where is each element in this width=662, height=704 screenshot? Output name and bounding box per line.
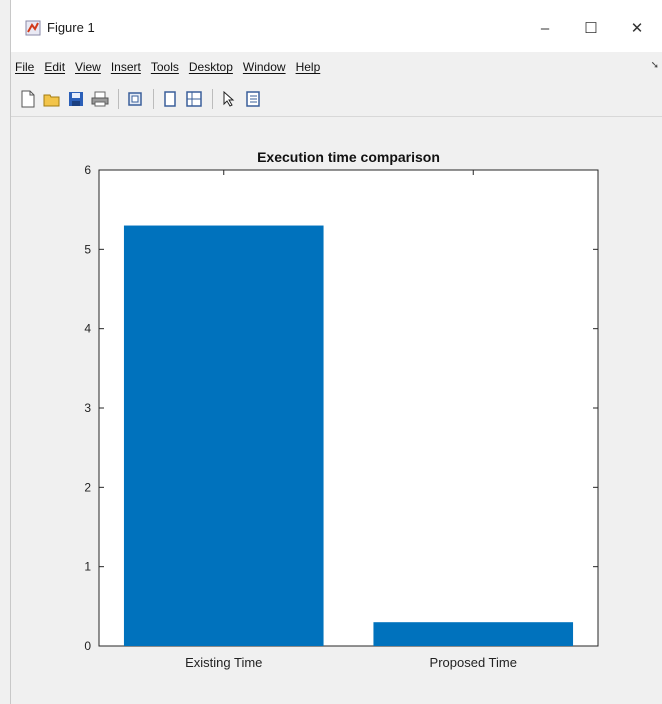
chart-title: Execution time comparison — [257, 149, 440, 165]
menu-view[interactable]: View — [75, 60, 101, 74]
figure-toolbar — [11, 82, 662, 117]
maximize-icon: ☐ — [584, 20, 598, 37]
y-tick-label: 1 — [84, 560, 91, 574]
y-tick-label: 5 — [84, 242, 91, 256]
minimize-icon: – — [540, 19, 550, 37]
property-inspector-icon[interactable] — [242, 88, 264, 110]
y-tick-label: 3 — [84, 401, 91, 415]
toolbar-separator — [153, 89, 154, 109]
y-tick-label: 6 — [84, 163, 91, 177]
y-tick-label: 4 — [84, 322, 91, 336]
hide-plot-tools-icon[interactable] — [159, 88, 181, 110]
link-plot-icon[interactable] — [124, 88, 146, 110]
bar-existing-time[interactable] — [123, 225, 324, 646]
maximize-button[interactable]: ☐ — [569, 14, 613, 42]
x-tick-label: Existing Time — [185, 655, 262, 670]
matlab-figure-icon — [25, 20, 41, 36]
edit-plot-icon[interactable] — [218, 88, 240, 110]
menu-bar: File Edit View Insert Tools Desktop Wind… — [11, 52, 662, 82]
new-figure-icon[interactable] — [17, 88, 39, 110]
y-tick-label: 2 — [84, 480, 91, 494]
close-button[interactable]: ✕ — [615, 14, 659, 42]
menu-desktop[interactable]: Desktop — [188, 60, 233, 74]
menu-file[interactable]: File — [15, 60, 35, 74]
figure-canvas[interactable]: 0 1 2 3 4 5 6 Existing Time Proposed Time Execu… — [11, 117, 662, 704]
menu-edit[interactable]: Edit — [44, 60, 66, 74]
bars — [123, 225, 574, 646]
y-axis: 0 1 2 3 4 5 6 — [84, 163, 598, 653]
minimize-button[interactable]: – — [523, 14, 567, 42]
menu-insert[interactable]: Insert — [110, 60, 141, 74]
x-tick-label: Proposed Time — [430, 655, 517, 670]
toolbar-separator — [118, 89, 119, 109]
figure-window: Figure 1 – ☐ ✕ File Edit View Insert Too… — [10, 0, 662, 704]
dock-arrow-icon[interactable]: ➘ — [650, 60, 659, 71]
open-file-icon[interactable] — [41, 88, 63, 110]
print-icon[interactable] — [89, 88, 111, 110]
menu-window[interactable]: Window — [242, 60, 286, 74]
menu-help[interactable]: Help — [295, 60, 321, 74]
y-tick-label: 0 — [84, 639, 91, 653]
x-axis: Existing Time Proposed Time — [185, 170, 517, 670]
save-icon[interactable] — [65, 88, 87, 110]
show-plot-tools-icon[interactable] — [183, 88, 205, 110]
bar-chart: 0 1 2 3 4 5 6 Existing Time Proposed Time Execu… — [84, 149, 599, 670]
bar-proposed-time[interactable] — [373, 622, 574, 646]
close-icon: ✕ — [630, 20, 644, 37]
menu-tools[interactable]: Tools — [150, 60, 179, 74]
title-bar[interactable]: Figure 1 – ☐ ✕ — [11, 0, 662, 52]
toolbar-separator — [212, 89, 213, 109]
window-title: Figure 1 — [47, 20, 95, 35]
